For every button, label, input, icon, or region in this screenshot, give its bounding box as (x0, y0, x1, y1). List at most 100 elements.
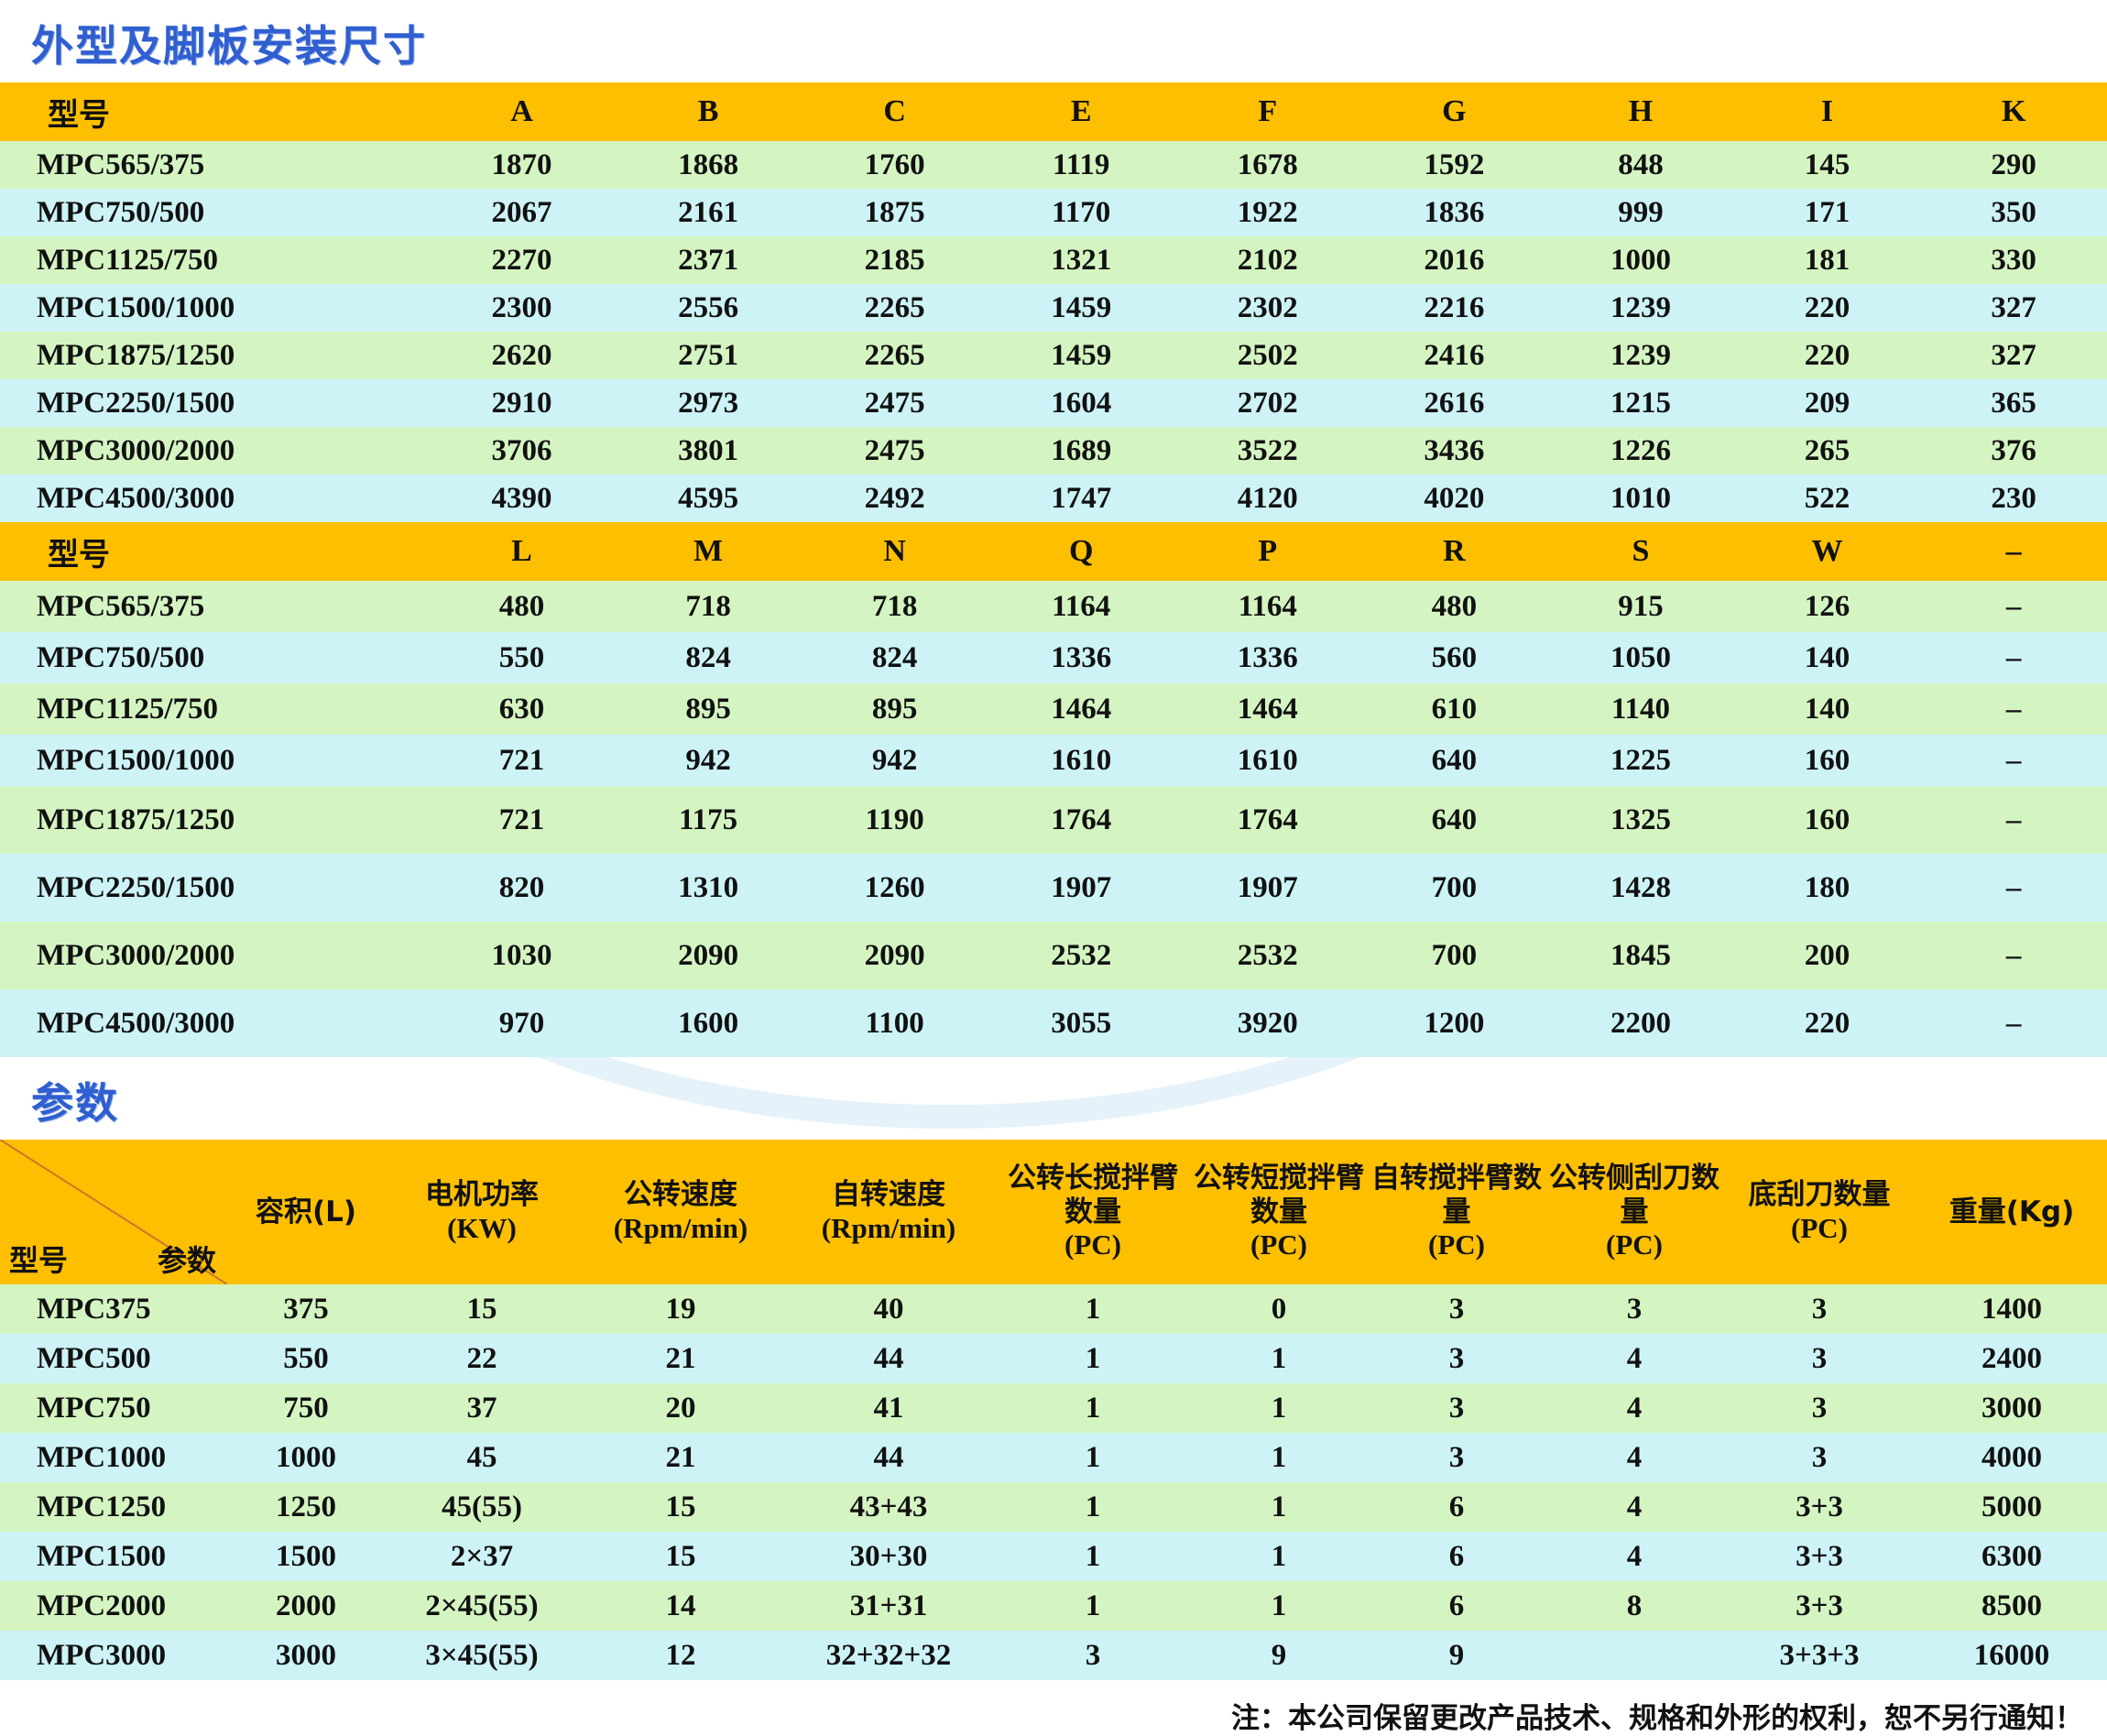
parameters-cell: 750 (227, 1383, 385, 1433)
table2-cell: 895 (801, 683, 988, 735)
table1-cell: 220 (1733, 332, 1921, 379)
table2-cell: – (1920, 632, 2107, 683)
table2-header-model: 型号 (0, 522, 429, 581)
table1-header-b: B (615, 82, 802, 141)
table2-model: MPC3000/2000 (0, 922, 429, 989)
parameters-cell: 3 (1546, 1284, 1722, 1334)
table1-cell: 365 (1920, 379, 2107, 427)
table2-header-q: Q (988, 522, 1175, 581)
parameters-cell: 15 (579, 1532, 782, 1581)
table2-cell: 1336 (988, 632, 1175, 683)
parameters-header-short-arm-count: 公转短搅拌臂数量 (PC) (1191, 1140, 1367, 1284)
table1-header-f: F (1174, 82, 1361, 141)
table2-cell: 2200 (1547, 989, 1734, 1057)
parameters-cell: 41 (782, 1383, 995, 1433)
parameters-cell: 1 (1191, 1482, 1367, 1532)
table1-cell: 1459 (988, 284, 1175, 332)
table2-cell: 1050 (1547, 632, 1734, 683)
table2-cell: 1140 (1547, 683, 1734, 735)
parameters-cell: 20 (579, 1383, 782, 1433)
parameters-cell: 2000 (227, 1581, 385, 1631)
table1-cell: 2492 (801, 475, 988, 522)
parameters-header-bottom-scraper-count: 底刮刀数量 (PC) (1722, 1140, 1916, 1284)
parameters-cell: 3+3 (1722, 1581, 1916, 1631)
table2-cell: 1764 (1174, 786, 1361, 854)
parameters-cell: 15 (579, 1482, 782, 1532)
table1-cell: 1604 (988, 379, 1175, 427)
parameters-cell: 2×37 (385, 1532, 579, 1581)
parameters-cell: 4 (1546, 1433, 1722, 1482)
parameters-cell: 3+3+3 (1722, 1631, 1916, 1680)
table-row: MPC750 750 37 20 41 1 1 3 4 3 3000 (0, 1383, 2107, 1433)
table2-header-w: W (1733, 522, 1921, 581)
parameters-header-revolution-speed: 公转速度 (Rpm/min) (579, 1140, 782, 1284)
table2-cell: 1310 (615, 854, 802, 922)
table1-model: MPC4500/3000 (0, 475, 429, 522)
table2-cell: 1175 (615, 786, 802, 854)
parameters-cell: 14 (579, 1581, 782, 1631)
parameters-cell: 31+31 (782, 1581, 995, 1631)
table-row: MPC1875/1250 2620 2751 2265 1459 2502 24… (0, 332, 2107, 379)
table1-cell: 2302 (1174, 284, 1361, 332)
table2-model: MPC750/500 (0, 632, 429, 683)
table1-cell: 4020 (1360, 475, 1548, 522)
parameters-cell: 550 (227, 1334, 385, 1383)
table2-cell: 721 (428, 786, 616, 854)
table2-cell: 1610 (1174, 735, 1361, 786)
table2-cell: 1030 (428, 922, 616, 989)
table1-cell: 2751 (615, 332, 802, 379)
table1-header-g: G (1360, 82, 1548, 141)
table-row: MPC1500/1000 721 942 942 1610 1610 640 1… (0, 735, 2107, 786)
table2-cell: 718 (615, 581, 802, 632)
table1-cell: 1239 (1547, 284, 1734, 332)
table2-cell: 1428 (1547, 854, 1734, 922)
parameters-cell: 3 (1367, 1433, 1546, 1482)
table1-cell: 265 (1733, 427, 1921, 475)
parameters-cell: 1500 (227, 1532, 385, 1581)
table2-cell: 640 (1360, 735, 1548, 786)
table2-cell: 895 (615, 683, 802, 735)
parameters-model: MPC1500 (0, 1532, 227, 1581)
parameters-header-row: 型号 参数 容积(L) 电机功率 (KW) 公转速度 (Rpm/min) 自转速… (0, 1140, 2107, 1284)
table1-model: MPC1875/1250 (0, 332, 429, 379)
table1-cell: 1170 (988, 189, 1175, 236)
table1-cell: 1922 (1174, 189, 1361, 236)
table2-cell: 1907 (988, 854, 1175, 922)
dimensions-table-2: 型号 L M N Q P R S W – MPC565/375 480 718 … (0, 522, 2107, 1057)
table2-cell: 550 (428, 632, 616, 683)
table1-header-k: K (1920, 82, 2107, 141)
parameters-cell: 3 (1722, 1383, 1916, 1433)
table2-cell: 560 (1360, 632, 1548, 683)
parameters-cell: 2×45(55) (385, 1581, 579, 1631)
parameters-cell: 1 (1191, 1383, 1367, 1433)
table1-cell: 2216 (1360, 284, 1548, 332)
parameters-cell: 1250 (227, 1482, 385, 1532)
table-row: MPC1875/1250 721 1175 1190 1764 1764 640… (0, 786, 2107, 854)
table-row: MPC2250/1500 2910 2973 2475 1604 2702 26… (0, 379, 2107, 427)
table1-cell: 848 (1547, 141, 1734, 189)
table1-cell: 3706 (428, 427, 616, 475)
table1-cell: 2016 (1360, 236, 1548, 284)
table2-cell: – (1920, 989, 2107, 1057)
table-row: MPC750/500 2067 2161 1875 1170 1922 1836… (0, 189, 2107, 236)
table1-cell: 2161 (615, 189, 802, 236)
parameters-cell: 12 (579, 1631, 782, 1680)
table-row: MPC1500 1500 2×37 15 30+30 1 1 6 4 3+3 6… (0, 1532, 2107, 1581)
table2-model: MPC1500/1000 (0, 735, 429, 786)
table2-cell: 1164 (1174, 581, 1361, 632)
table1-cell: 1000 (1547, 236, 1734, 284)
table2-model: MPC2250/1500 (0, 854, 429, 922)
table1-cell: 2502 (1174, 332, 1361, 379)
parameters-cell: 6300 (1916, 1532, 2107, 1581)
table1-header-h: H (1547, 82, 1734, 141)
table2-cell: 1200 (1360, 989, 1548, 1057)
table1-model: MPC750/500 (0, 189, 429, 236)
table1-cell: 2616 (1360, 379, 1548, 427)
parameters-cell: 45 (385, 1433, 579, 1482)
table1-cell: 1321 (988, 236, 1175, 284)
table1-cell: 4390 (428, 475, 616, 522)
parameters-cell: 3 (1722, 1334, 1916, 1383)
parameters-corner-row-label: 型号 (9, 1243, 69, 1279)
table-row: MPC4500/3000 970 1600 1100 3055 3920 120… (0, 989, 2107, 1057)
table2-cell: 2532 (988, 922, 1175, 989)
